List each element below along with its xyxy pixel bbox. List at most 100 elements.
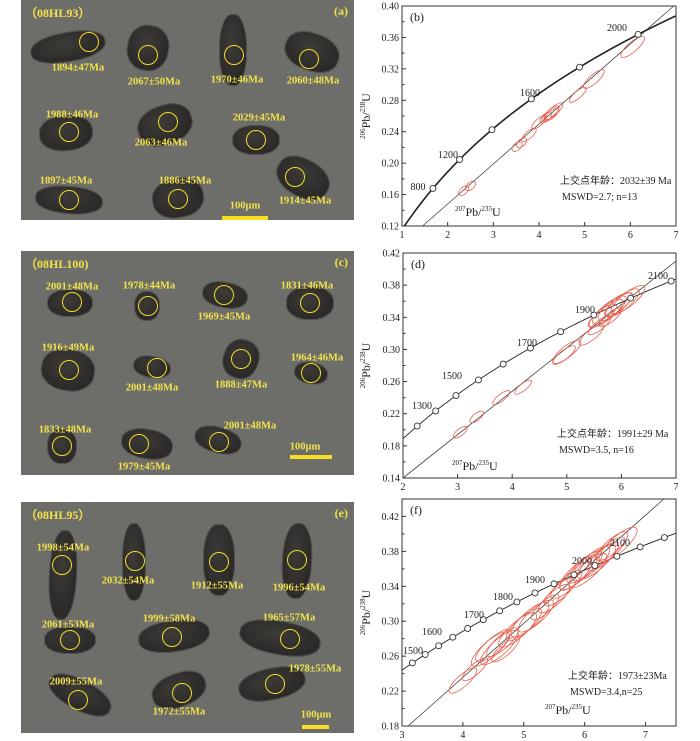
spot-age-label: 1964±46Ma xyxy=(290,352,344,364)
error-ellipse xyxy=(598,307,623,328)
error-ellipse xyxy=(516,137,528,148)
concordia-age-label: 2100 xyxy=(610,538,630,549)
spot-age-label: 2001±48Ma xyxy=(125,382,179,394)
y-axis-title-part: 206 xyxy=(359,377,367,388)
y-tick-label: 0.16 xyxy=(382,190,400,201)
x-axis-title-part: U xyxy=(492,205,501,219)
analysis-spot-circle xyxy=(79,32,99,52)
discordia-line xyxy=(402,260,677,479)
concordia-age-label: 1600 xyxy=(520,88,540,99)
concordia-age-label: 1300 xyxy=(412,401,432,412)
analysis-spot-circle xyxy=(59,360,79,380)
x-axis-title-part: Pb/ xyxy=(463,459,480,473)
discordia-line xyxy=(422,5,674,227)
x-tick-label: 1 xyxy=(400,230,405,241)
error-ellipse xyxy=(592,295,627,325)
concordia-age-label: 1900 xyxy=(525,575,545,586)
sample-name: （08HL95） xyxy=(25,508,91,522)
error-ellipse xyxy=(458,185,470,196)
concordia-age-point xyxy=(557,328,565,336)
concordia-curve xyxy=(403,15,676,227)
concordia-age-point xyxy=(531,589,539,597)
scale-bar xyxy=(290,455,332,459)
spot-age-label: 1978±55Ma xyxy=(288,663,342,675)
sample-name: （08HL100) xyxy=(25,257,89,271)
y-tick-label: 0.30 xyxy=(382,617,400,628)
x-axis-title: 207Pb/235U xyxy=(455,205,501,219)
spot-age-label: 1998±54Ma xyxy=(36,542,90,554)
error-ellipse xyxy=(517,599,555,633)
concordia-age-label: 2100 xyxy=(648,271,668,282)
concordia-age-point xyxy=(570,571,578,579)
error-ellipse xyxy=(492,390,511,406)
spot-age-label: 1833±48Ma xyxy=(38,424,92,436)
spot-age-label: 1894±47Ma xyxy=(51,62,105,74)
x-tick-label: 4 xyxy=(510,482,515,493)
concordia-age-point xyxy=(636,543,644,551)
spot-age-label: 1831±46Ma xyxy=(280,280,334,292)
y-axis-title: 206Pb/238U xyxy=(359,342,373,388)
spot-age-label: 2060±48Ma xyxy=(286,75,340,87)
spot-age-label: 2067±50Ma xyxy=(127,76,181,88)
error-ellipse xyxy=(464,180,477,192)
y-axis-title-part: 206 xyxy=(359,128,367,139)
analysis-spot-circle xyxy=(138,296,158,316)
error-ellipse xyxy=(537,583,571,614)
y-tick-label: 0.42 xyxy=(382,512,400,523)
error-ellipse xyxy=(568,552,608,589)
concordia-age-label: 1700 xyxy=(517,338,537,349)
y-tick-label: 0.36 xyxy=(382,33,400,44)
analysis-spot-circle xyxy=(287,550,307,570)
error-ellipse xyxy=(598,526,638,563)
concordia-age-point xyxy=(413,422,421,430)
analysis-spot-circle xyxy=(280,629,300,649)
concordia-age-label: 2000 xyxy=(572,556,592,567)
y-axis-title-part: 206 xyxy=(359,624,367,635)
spot-age-label: 2061±53Ma xyxy=(41,619,95,631)
concordia-age-point xyxy=(464,625,472,632)
y-axis-title: 206Pb/238U xyxy=(359,589,373,635)
analysis-spot-circle xyxy=(209,432,229,452)
y-tick-label: 0.38 xyxy=(382,547,400,558)
y-tick-label: 0.22 xyxy=(383,409,401,420)
y-tick-label: 0.32 xyxy=(382,64,400,75)
concordia-curve xyxy=(401,532,676,671)
concordia-age-label: 1500 xyxy=(442,371,462,382)
x-tick-label: 6 xyxy=(582,730,587,741)
y-tick-label: 0.34 xyxy=(382,582,400,593)
y-tick-label: 0.40 xyxy=(382,2,400,13)
x-tick-label: 5 xyxy=(521,730,526,741)
scale-bar-label: 100μm xyxy=(300,709,332,721)
concordia-plot-f: 3 4 5 6 7 0.18 0.22 0.26 0.30 0.34 0.38 0.42 1500 160… xyxy=(359,498,677,741)
y-tick-label: 0.18 xyxy=(382,722,400,733)
panel-label: (a) xyxy=(334,4,348,18)
y-axis-title-part: 238 xyxy=(359,598,367,609)
analysis-spot-circle xyxy=(224,45,244,65)
error-ellipse xyxy=(568,86,587,103)
error-ellipse xyxy=(605,288,640,318)
analysis-spot-circle xyxy=(147,358,167,378)
x-tick-label: 3 xyxy=(400,730,405,741)
scale-bar-label: 100μm xyxy=(289,441,321,453)
error-ellipse xyxy=(498,612,538,648)
concordia-age-label: 1900 xyxy=(575,305,595,316)
concordia-plot-b: 1 2 3 4 5 6 7 0.12 0.16 0.20 0.24 0.28 0.32 0.36 0.40 8… xyxy=(359,2,679,242)
concordia-age-point xyxy=(527,344,534,352)
scale-bar-label: 100μm xyxy=(229,200,261,212)
mswd-text: MSWD=2.7; n=13 xyxy=(562,192,637,203)
cl-image-panel-08hl93: （08HL93） (a) 1894±47Ma 2067±50Ma 1970±46Ma 20… xyxy=(21,0,354,220)
analysis-spot-circle xyxy=(172,683,192,703)
analysis-spot-circle xyxy=(301,363,321,383)
analysis-spot-circle xyxy=(162,627,182,647)
concordia-age-point xyxy=(660,534,668,541)
analysis-spot-circle xyxy=(62,292,82,312)
concordia-age-point xyxy=(408,659,416,667)
concordia-age-point xyxy=(496,607,504,615)
concordia-age-point xyxy=(513,598,521,606)
y-tick-label: 0.28 xyxy=(382,96,400,107)
y-tick-label: 0.30 xyxy=(383,345,401,356)
spot-age-label: 2009±55Ma xyxy=(49,676,103,688)
concordia-age-point xyxy=(591,562,599,570)
error-ellipse xyxy=(595,531,629,561)
